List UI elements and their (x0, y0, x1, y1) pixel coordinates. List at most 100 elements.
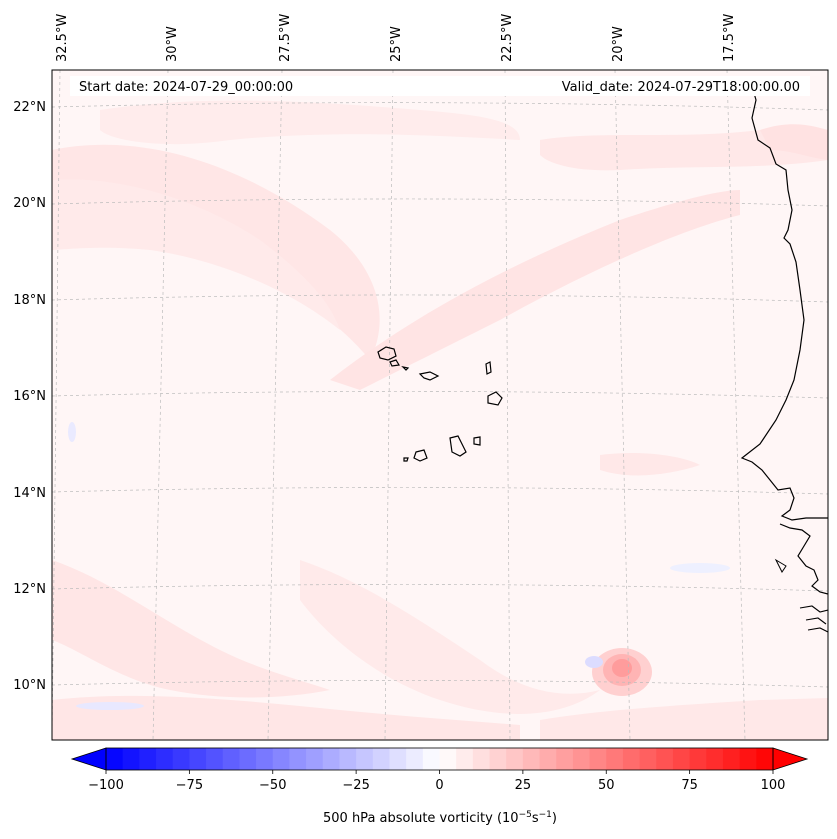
colorbar-max-extend (772, 747, 809, 771)
colorbar-segment (372, 748, 391, 770)
colorbar-segment (256, 748, 274, 770)
colorbar-segment (322, 748, 341, 770)
vorticity-min (68, 422, 76, 442)
colorbar-segment (172, 748, 190, 770)
vorticity-band (330, 190, 740, 390)
coastline-bissagos (799, 605, 828, 633)
colorbar-segment (289, 748, 307, 770)
parallel-line (52, 102, 828, 111)
lat-label: 14°N (13, 486, 46, 501)
colorbar-segment (422, 748, 441, 770)
island-santa-luzia (401, 366, 410, 371)
colorbar-segment (189, 748, 207, 770)
meridian-line (614, 70, 631, 740)
colorbar-segment (389, 748, 407, 770)
vorticity-band (300, 560, 600, 714)
meridian-line (384, 70, 394, 740)
meridian-line (726, 70, 746, 740)
colorbar-segment (239, 748, 257, 770)
lat-label: 10°N (13, 678, 46, 693)
lon-label: 32.5°W (55, 14, 70, 62)
colorbar-segment (606, 748, 624, 770)
island-sao-nicolau (418, 371, 440, 381)
colorbar-segment (106, 748, 124, 770)
colorbar: −100 −75 −50 −25 0 25 50 75 100 500 hPa absolute… (70, 747, 809, 826)
coastline-mainland (740, 85, 828, 521)
colorbar-tick-label: −25 (342, 778, 369, 793)
graticule (52, 70, 828, 740)
meridian-line (152, 70, 169, 740)
colorbar-segment (539, 748, 557, 770)
meridian-line (504, 70, 511, 740)
colorbar-segment (522, 748, 541, 770)
cabo-verde-islands (377, 346, 503, 462)
vorticity-band (540, 130, 828, 171)
parallel-line (52, 198, 828, 207)
colorbar-tick-label: −75 (176, 778, 203, 793)
colorbar-segment (656, 748, 674, 770)
lat-label: 12°N (13, 582, 46, 597)
latitude-labels: 22°N 20°N 18°N 16°N 14°N 12°N 10°N (13, 100, 46, 693)
colorbar-segment (572, 748, 591, 770)
colorbar-ticks: −100 −75 −50 −25 0 25 50 75 100 (88, 770, 785, 793)
colorbar-segment (622, 748, 641, 770)
island-sao-vicente (389, 359, 400, 367)
colorbar-segment (306, 748, 324, 770)
colorbar-segment (672, 748, 691, 770)
valid-date-label: Valid_date: 2024-07-29T18:00:00.00 (562, 80, 800, 95)
island-santo-antao (377, 346, 397, 361)
lat-label: 16°N (13, 389, 46, 404)
colorbar-segment (156, 748, 174, 770)
colorbar-segment (489, 748, 507, 770)
colorbar-segment (456, 748, 474, 770)
lon-label: 27.5°W (278, 14, 293, 62)
lat-label: 18°N (13, 293, 46, 308)
colorbar-segment (722, 748, 741, 770)
colorbar-tick-label: −50 (259, 778, 286, 793)
parallel-line (52, 294, 828, 303)
colorbar-segment (472, 748, 491, 770)
colorbar-segment (222, 748, 240, 770)
vorticity-min (76, 702, 144, 710)
parallel-line (52, 391, 828, 399)
vorticity-min (670, 563, 730, 573)
colorbar-segment (122, 748, 140, 770)
meridian-line (267, 70, 283, 740)
parallel-line (52, 680, 828, 688)
vorticity-band (540, 698, 828, 740)
coastline-island (774, 558, 787, 573)
colorbar-tick-label: 75 (681, 778, 698, 793)
colorbar-segment (139, 748, 157, 770)
colorbar-tick-label: 100 (761, 778, 786, 793)
lon-label: 25°W (389, 26, 404, 62)
vorticity-band (52, 179, 340, 330)
meridian-line (52, 70, 61, 740)
colorbar-segment (556, 748, 574, 770)
colorbar-segment (272, 748, 291, 770)
island-santiago (449, 435, 467, 457)
island-fogo (413, 449, 428, 462)
coastline-guinea-bissau (779, 523, 828, 595)
colorbar-segment (356, 748, 374, 770)
lat-label: 20°N (13, 196, 46, 211)
island-sal (485, 361, 492, 375)
start-date-label: Start date: 2024-07-29_00:00:00 (79, 80, 293, 95)
colorbar-tick-label: −100 (88, 778, 124, 793)
island-boa-vista (487, 391, 503, 406)
colorbar-segment (706, 748, 724, 770)
vorticity-band (52, 560, 330, 698)
colorbar-segment (739, 748, 757, 770)
lon-label: 22.5°W (500, 14, 515, 62)
colorbar-segment (506, 748, 524, 770)
colorbar-min-extend (70, 747, 107, 771)
lat-label: 22°N (13, 100, 46, 115)
island-brava (403, 457, 409, 462)
parallel-line (52, 487, 828, 495)
colorbar-segments (106, 748, 774, 770)
colorbar-segment (639, 748, 657, 770)
vorticity-band (52, 695, 520, 740)
colorbar-segment (756, 748, 774, 770)
parallel-line (52, 584, 828, 592)
longitude-labels: 32.5°W 30°W 27.5°W 25°W 22.5°W 20°W 17.5… (55, 14, 737, 62)
